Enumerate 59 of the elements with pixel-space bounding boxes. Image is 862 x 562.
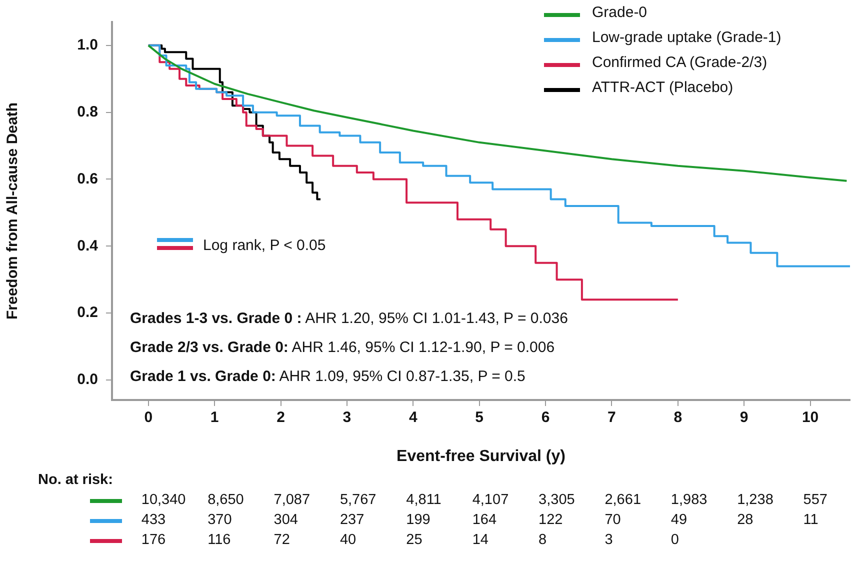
y-tick-label: 0.6 [77,170,98,188]
text: 116 [208,532,231,548]
y-tick-label: 1.0 [77,36,98,54]
text: 433 [141,512,166,528]
annotation: Grade 2/3 vs. Grade 0: AHR 1.46, 95% CI 1.12-1.90, P = 0.006 [130,339,555,356]
annotation: Grade 1 vs. Grade 0: AHR 1.09, 95% CI 0.87-1.35, P = 0.5 [130,368,526,385]
text: 28 [737,512,754,528]
x-tick-label: 0 [144,409,153,426]
legend-label: Grade-0 [592,4,648,21]
text: 7,087 [274,492,310,508]
text: 40 [340,532,356,548]
y-axis-title: Freedom from All-cause Death [4,102,22,320]
text: 4,811 [406,492,442,508]
text: 0 [670,532,679,548]
text: 199 [406,512,430,528]
text: 8,650 [208,492,244,508]
text: 11 [803,512,818,528]
x-tick-label: 2 [276,409,285,426]
x-tick-label: 4 [408,409,418,426]
y-tick-label: 0.0 [77,371,98,388]
y-tick-label: 0.2 [77,304,98,322]
text: 10,340 [141,492,186,508]
x-tick-label: 9 [740,409,748,426]
text: 1,983 [670,492,708,508]
x-tick-label: 8 [674,409,682,426]
x-axis-title: Event-free Survival (y) [396,448,566,465]
legend-label: Confirmed CA (Grade-2/3) [592,54,768,71]
text: 237 [340,512,364,528]
text: 4,107 [472,492,509,508]
legend-label: ATTR-ACT (Placebo) [592,79,734,96]
x-tick-label: 5 [475,409,484,426]
text: No. at risk: [38,472,113,488]
y-tick-label: 0.4 [77,237,99,254]
text: 304 [274,512,298,528]
y-tick-label: 0.8 [77,103,98,120]
text: 25 [406,532,422,548]
text: 370 [208,512,232,528]
text: 14 [472,532,488,548]
text: 164 [472,512,497,528]
annotation: Log rank, P < 0.05 [203,237,326,254]
text: 122 [538,512,563,528]
annotation: Grades 1-3 vs. Grade 0 : AHR 1.20, 95% CI 1.01-1.43, P = 0.036 [130,310,568,327]
text: 8 [538,532,547,548]
legend-label: Low-grade uptake (Grade-1) [592,29,782,46]
text: 2,661 [604,492,642,508]
x-tick-label: 3 [342,409,352,426]
text: 1,238 [737,492,774,508]
text: 176 [141,532,166,548]
text: 3,305 [538,492,575,508]
x-tick-label: 6 [541,409,550,426]
text: 3 [604,532,613,548]
x-tick-label: 1 [210,409,219,426]
text: 49 [670,512,688,528]
text: 5,767 [340,492,376,508]
x-tick-label: 7 [608,409,616,426]
text: 557 [803,492,828,508]
text: 70 [604,512,621,528]
x-tick-label: 10 [802,409,819,426]
text: 72 [274,532,290,548]
